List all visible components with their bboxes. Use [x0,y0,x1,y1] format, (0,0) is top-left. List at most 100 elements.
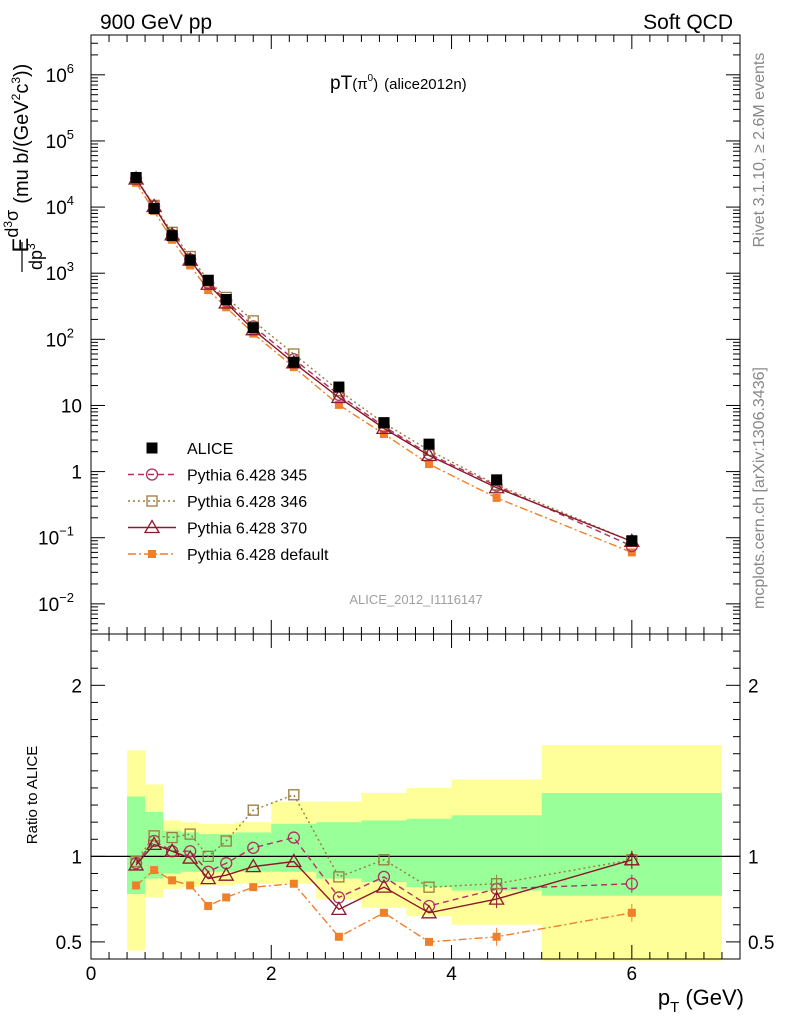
ratio-series-layer [127,789,640,946]
main-y-tick-label: 10−2 [38,590,74,616]
analysis-watermark: ALICE_2012_I1116147 [349,592,482,607]
ratio-data-point [247,804,259,816]
ratio-series-pythia-6-428-346 [130,789,638,893]
ylabel-unit-b: c [11,84,33,94]
ylabel-den: dp3 [24,243,46,270]
main-data-point [492,493,501,502]
ratio-y-tick-label: 1 [71,847,82,868]
main-data-point [166,230,178,242]
main-y-tick-mantissa: 10 [38,529,59,550]
ratio-data-point [423,881,435,893]
main-y-axis-label: Ed3σ (mu b/(GeV2c3)) dp3 [1,64,46,272]
ratio-data-point [330,901,348,916]
main-y-tick-exponent: −1 [59,524,74,539]
legend: ALICE Pythia 6.428 345 Pythia 6.428 346 Pyt… [128,441,329,564]
ratio-band-green [127,796,146,894]
ratio-data-point [490,878,503,890]
ratio-plot-frame [90,633,741,960]
main-data-point [220,294,232,306]
legend-entry: Pythia 6.428 default [128,547,329,564]
main-plot-frame [90,34,741,635]
ratio-band-green [163,830,182,874]
ratio-y-tick-label-right: 0.5 [748,933,774,954]
ratio-data-point [425,937,434,946]
ratio-data-point [182,849,199,864]
ratio-band-green [271,823,317,872]
main-data-point [334,400,343,409]
main-y-tick-label: 103 [46,259,74,285]
main-data-point [202,274,214,286]
ratio-data-point [163,842,181,857]
title-paren-open: ( [352,76,357,93]
ratio-data-point [132,881,141,890]
ratio-x-tick-label: 6 [627,964,638,985]
ratio-data-point [127,856,145,871]
ratio-data-point [627,908,636,917]
ratio-data-point [150,866,159,875]
ylabel-e: E [8,238,33,253]
ratio-band-green [361,820,407,883]
title-main: pT [330,73,353,94]
legend-marker [148,550,156,558]
main-data-point [130,172,142,184]
ratio-data-point [378,854,390,866]
main-data-point [330,389,348,404]
ratio-data-point [148,830,160,842]
main-y-tick-label: 10 [61,396,82,417]
ratio-data-point [492,932,501,941]
main-series-pythia-6-428-370 [127,170,640,548]
ratio-series-line [135,793,632,888]
legend-label: ALICE [187,441,233,458]
ratio-series-pythia-6-428-default [132,866,636,946]
ratio-data-point [204,901,213,910]
ratio-data-point [375,878,393,893]
ratio-data-point [220,835,232,847]
legend-marker [146,495,158,507]
main-data-point [425,460,434,469]
xlabel-p: p [658,985,670,1010]
main-data-point [204,286,213,295]
legend-label: Pythia 6.428 default [187,547,329,564]
ratio-data-point [287,831,300,844]
main-y-tick-mantissa: 10 [38,595,59,616]
header-left-label: 900 GeV pp [100,11,212,34]
ratio-y-tick-label-right: 2 [748,676,759,697]
ratio-data-point [222,893,231,902]
main-series-pythia-6-428-346 [130,172,638,548]
main-y-tick-mantissa: 10 [46,264,67,285]
main-data-point [420,447,438,462]
ratio-data-point [130,855,142,868]
ylabel-three: 3 [1,221,15,228]
ratio-series-line [135,843,632,914]
main-y-tick-mantissa: 10 [46,330,67,351]
main-data-point [488,479,505,494]
main-y-tick-label: 102 [46,325,74,351]
rivet-version-label: Rivet 3.1.10, ≥ 2.6M events [751,53,768,248]
ratio-y-tick-label: 0.5 [56,933,82,954]
main-y-tick-label: 104 [46,193,74,219]
ratio-data-point [333,871,345,883]
ratio-data-point [289,879,298,888]
ylabel-unit-c: )) [11,64,33,77]
main-y-tick-exponent: 3 [67,259,74,274]
title-sup: 0 [368,73,374,84]
legend-label: Pythia 6.428 346 [187,494,307,511]
title-tail: (alice2012n) [384,76,467,93]
ratio-band-green [406,818,452,888]
main-y-tick-label: 10−1 [38,524,74,550]
main-series-layer [127,170,640,557]
ratio-data-point [623,851,640,866]
ratio-data-point [625,877,638,890]
ylabel-three-b: 3 [9,77,23,84]
ratio-data-point [247,841,260,854]
ratio-data-point [202,850,214,863]
ratio-band-green [217,834,236,872]
title-pi: π [357,76,367,93]
ratio-data-point [168,876,177,885]
ratio-series-pythia-6-428-370 [127,836,640,919]
legend-label: Pythia 6.428 345 [187,468,307,485]
legend-entry: Pythia 6.428 370 [128,519,307,538]
ratio-data-point [218,866,235,881]
main-data-point [249,329,258,338]
